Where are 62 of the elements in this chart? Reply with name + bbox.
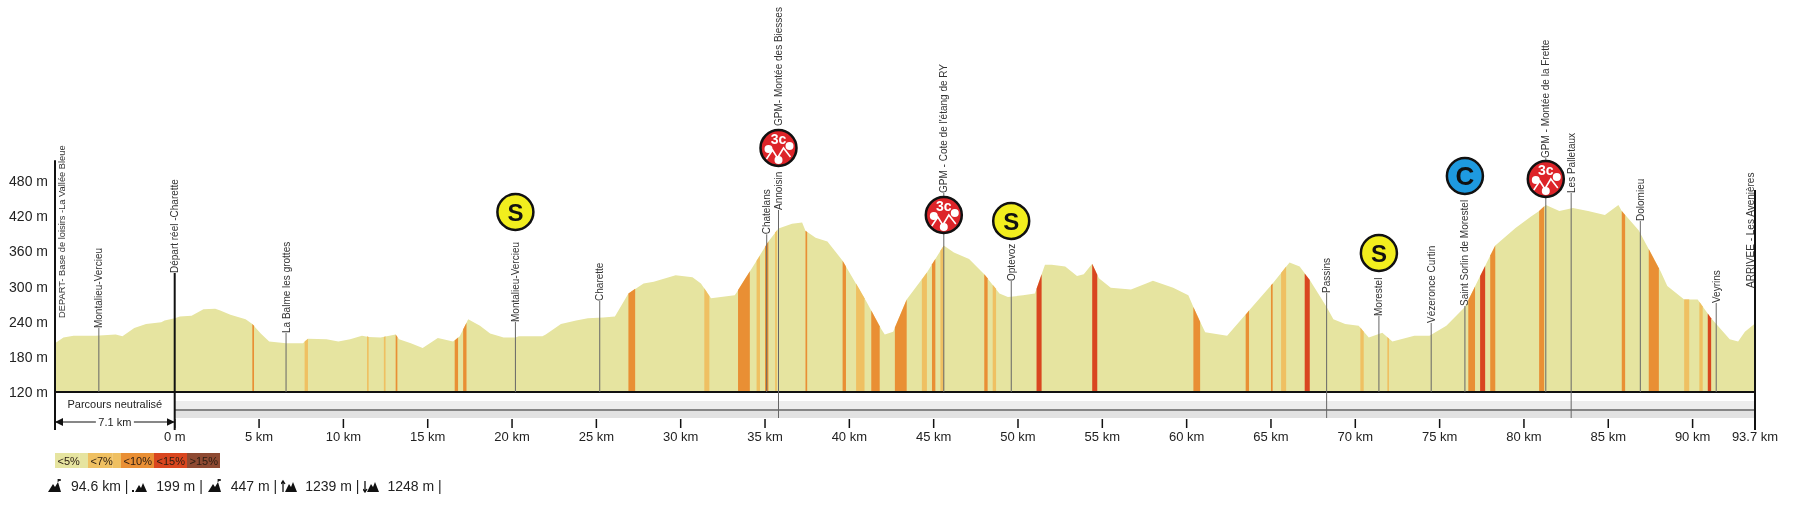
annotation: 3c [1538,162,1554,178]
annotation: Montalieu-Vercieu [509,241,521,322]
annotation: Morestel [1373,277,1385,316]
x-tick-label: 80 km [1506,429,1542,444]
annotation: Les Palletaux [1565,132,1577,193]
annotation: Charette [594,262,606,301]
text: 1239 m | [305,478,360,494]
y-tick-label: 360 m [9,243,48,260]
y-tick-label: 240 m [9,313,48,330]
y-tick-label: 480 m [9,173,48,190]
x-tick-label: 93.7 km [1731,429,1779,444]
text: 94.6 km | [71,478,129,494]
text: 3c [770,131,787,147]
x-tick-label: 50 km [1000,429,1036,444]
annotation: Passins [1321,258,1333,294]
annotation: 3c [936,198,952,214]
y-tick-label: 180 m [9,348,48,365]
annotation: Montalieu-Vercieu [93,247,105,329]
annotation: C [1455,161,1475,191]
y-tick-label: 420 m [9,208,48,225]
x-tick-label: 25 km [578,429,615,444]
x-tick-label: 20 km [494,429,530,444]
annotation: S [1003,207,1020,235]
x-tick-label: 35 km [747,429,783,444]
y-tick-label: 120 m [9,384,48,400]
legend-label: <5% [57,454,81,467]
x-tick-label: 30 km [662,429,699,444]
text: 1248 m | [387,478,442,494]
annotation: ARRIVEE - Les Avenières [1744,172,1756,288]
y-tick-label: 300 m [9,278,48,295]
x-tick-label: 70 km [1337,429,1373,444]
x-tick-label: 75 km [1421,429,1458,444]
annotation: DEPART- Base de loisirs -La Vallée Bleue [57,145,68,318]
annotation: S [507,198,524,226]
text: GPM - Montée de la Frette [1540,39,1552,158]
x-tick-label: 60 km [1168,429,1205,444]
annotation: La Balme les grottes [280,241,292,333]
x-tick-label: 5 km [244,429,274,444]
x-tick-label: 10 km [325,429,362,444]
text: GPM- Montée des Biesses [773,7,784,126]
annotation: Dolomieu [1634,178,1646,221]
annotation: Départ réel -Charette [169,178,181,273]
x-tick-label: 40 km [831,429,868,444]
annotation: Annoisin [773,171,785,210]
x-tick-label: 45 km [915,429,952,444]
annotation: Saint Sorlin de Morestel [1459,199,1471,307]
annotation: Vézeronce Curtin [1425,245,1437,323]
annotation: S [1370,239,1387,267]
annotation: Veyrins [1710,270,1722,304]
text: 7.1 km [98,416,132,428]
x-tick-label: 55 km [1084,429,1121,444]
text: 199 m | [156,478,203,494]
annotation: Optevoz [1005,243,1017,281]
x-tick-label: 0 m [163,429,186,444]
annotation: GPM - Cote de l'étang de RY [938,63,950,193]
x-tick-label: 90 km [1674,429,1711,444]
x-tick-label: 85 km [1590,429,1626,444]
text: Parcours neutralisé [67,398,163,410]
text: 447 m | [230,478,278,494]
x-tick-label: 65 km [1253,429,1289,444]
x-tick-label: 15 km [410,429,446,444]
annotation: Chatelans [761,189,773,235]
